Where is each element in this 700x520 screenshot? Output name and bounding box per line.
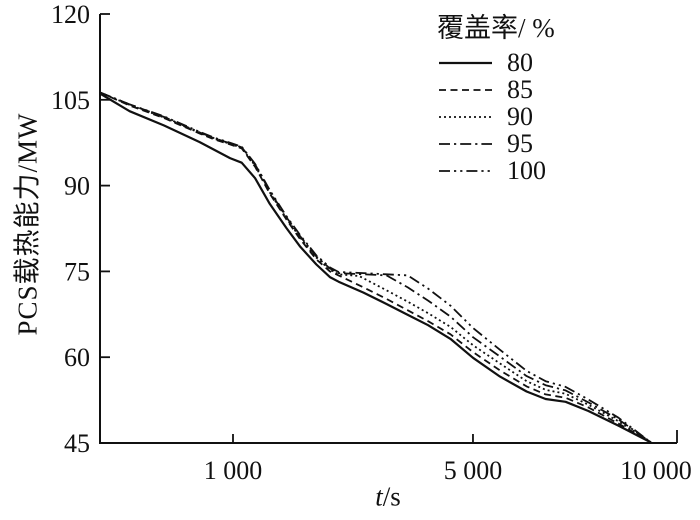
y-tick-label-45: 45 [64,429,90,458]
y-tick-label-105: 105 [51,86,90,115]
legend-label-85: 85 [507,74,533,104]
x-axis-variable: t [375,481,383,512]
x-tick-label-10000: 10 000 [620,456,692,485]
series-line-90 [99,91,652,444]
y-axis-title: PCS载热能力/MW [6,112,45,335]
axis-spines [99,14,677,444]
y-tick-label-75: 75 [64,257,90,286]
x-axis-unit: /s [382,481,401,512]
legend-swatch-100 [439,169,492,172]
y-axis-title-text: PCS载热能力/MW [12,112,43,336]
series-line-80 [99,92,652,444]
legend-row-90: 90 [437,103,555,130]
legend-row-85: 85 [437,76,555,103]
y-tick-label-120: 120 [51,0,90,29]
legend-label-90: 90 [507,101,533,131]
y-tick-label-60: 60 [64,343,90,372]
x-tick-label-5000: 5 000 [444,456,503,485]
series-line-100 [99,91,652,444]
legend-label-95: 95 [507,128,533,158]
y-tick-label-90: 90 [64,172,90,201]
legend: 覆盖率/ % 80 85 90 95 100 [437,12,555,184]
series-line-95 [99,91,652,444]
legend-rows: 80 85 90 95 100 [437,49,555,184]
legend-title: 覆盖率/ % [437,13,555,43]
series-line-85 [99,91,652,444]
legend-swatch-95 [439,142,492,145]
x-tick-label-1000: 1 000 [204,456,263,485]
legend-row-100: 100 [437,157,555,184]
legend-row-80: 80 [437,49,555,76]
legend-swatch-90 [439,115,492,118]
legend-row-95: 95 [437,130,555,157]
x-axis-title: t/s [375,482,401,513]
legend-label-100: 100 [507,155,546,185]
legend-swatch-85 [439,88,492,91]
legend-swatch-80 [439,61,492,64]
legend-label-80: 80 [507,47,533,77]
